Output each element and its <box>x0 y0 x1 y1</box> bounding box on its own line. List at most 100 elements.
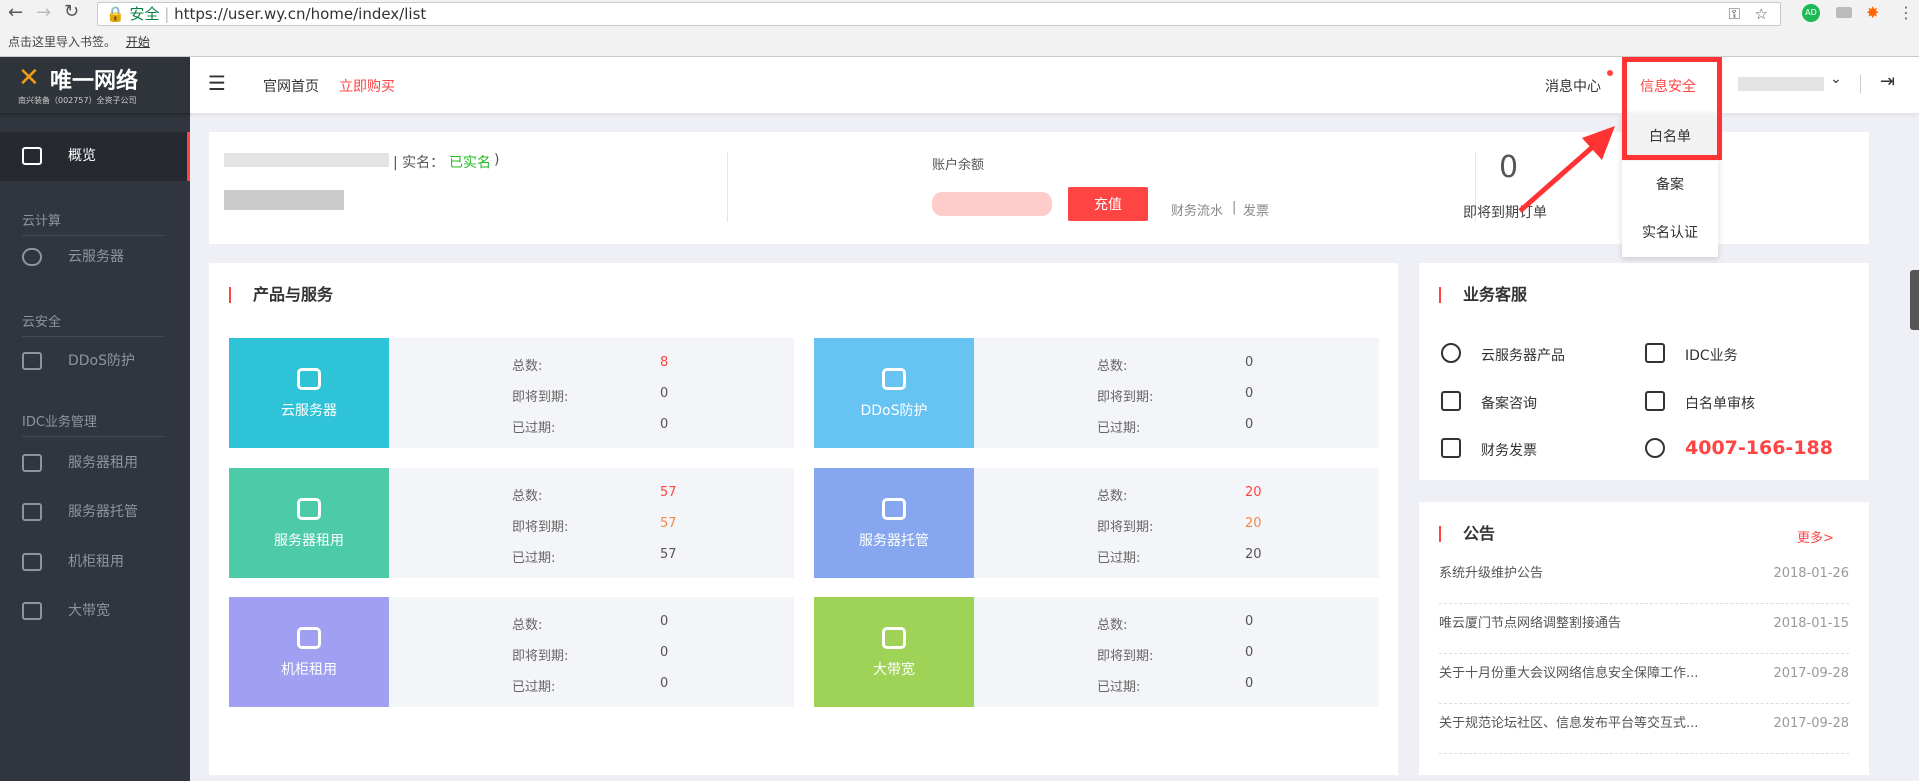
key-icon[interactable]: ⚿ <box>1728 5 1740 23</box>
stat-label: 已过期: <box>1097 551 1141 566</box>
side-widget-handle[interactable] <box>1910 270 1919 330</box>
stat-label: 已过期: <box>1097 421 1141 436</box>
recharge-button[interactable]: 充值 <box>1068 187 1148 221</box>
stat-value-total[interactable]: 0 <box>1245 355 1254 370</box>
home-link[interactable]: 官网首页 <box>263 79 319 95</box>
service-cloud-product[interactable]: 云服务器产品 <box>1441 343 1565 365</box>
address-bar[interactable]: 🔒 安全 | https://user.wy.cn/home/index/lis… <box>97 2 1781 26</box>
product-name: 服务器租用 <box>274 533 344 549</box>
adblock-icon[interactable]: AD <box>1802 4 1820 22</box>
sidebar: ✕ 唯一网络 南兴装备（002757）全资子公司 概览 云计算 云服务器 云安全… <box>0 57 190 781</box>
product-block[interactable]: DDoS防护 <box>814 338 974 448</box>
stat-value-expired[interactable]: 57 <box>660 547 677 562</box>
product-block[interactable]: 大带宽 <box>814 597 974 707</box>
stat-value-expired[interactable]: 0 <box>660 417 669 432</box>
stat-value-expiring[interactable]: 0 <box>1245 386 1254 401</box>
stat-label: 即将到期: <box>512 520 569 535</box>
logo[interactable]: ✕ 唯一网络 南兴装备（002757）全资子公司 <box>0 57 190 113</box>
stat-label: 已过期: <box>1097 680 1141 695</box>
stat-value-expired[interactable]: 20 <box>1245 547 1262 562</box>
notice-item[interactable]: 唯云厦门节点网络调整割接通告 2018-01-15 <box>1439 604 1849 654</box>
separator: | <box>1232 200 1237 215</box>
stat-value-expiring[interactable]: 0 <box>660 386 669 401</box>
service-invoice[interactable]: 财务发票 <box>1441 438 1537 460</box>
notice-item[interactable]: 关于十月份重大会议网络信息安全保障工作... 2017-09-28 <box>1439 654 1849 704</box>
sidebar-item-server-hosting[interactable]: 服务器托管 <box>0 490 190 535</box>
product-block[interactable]: 云服务器 <box>229 338 389 448</box>
expiring-orders-count[interactable]: 0 <box>1499 150 1519 185</box>
sidebar-item-cabinet[interactable]: 机柜租用 <box>0 540 190 585</box>
more-notices-link[interactable]: 更多> <box>1797 531 1834 546</box>
service-idc[interactable]: IDC业务 <box>1645 343 1738 365</box>
dropdown-item-whitelist[interactable]: 白名单 <box>1622 113 1718 161</box>
product-block[interactable]: 机柜租用 <box>229 597 389 707</box>
info-security-menu[interactable]: 信息安全 <box>1640 79 1696 95</box>
product-tile[interactable]: 服务器托管 总数: 20 即将到期: 20 已过期: 20 <box>814 468 1379 578</box>
monitor-icon <box>22 147 42 165</box>
product-tile[interactable]: 服务器租用 总数: 57 即将到期: 57 已过期: 57 <box>229 468 794 578</box>
forward-icon[interactable]: → <box>36 2 52 23</box>
service-whitelist-review[interactable]: 白名单审核 <box>1645 391 1755 413</box>
stat-value-expiring[interactable]: 20 <box>1245 516 1262 531</box>
stat-value-expired[interactable]: 0 <box>1245 676 1254 691</box>
divider <box>1860 75 1861 93</box>
sidebar-item-bandwidth[interactable]: 大带宽 <box>0 589 190 634</box>
sidebar-item-cloud-server[interactable]: 云服务器 <box>0 235 190 280</box>
bookmarks-bar: 点击这里导入书签。 开始 <box>0 27 1919 57</box>
notice-date: 2018-01-26 <box>1773 566 1849 581</box>
hamburger-icon[interactable]: ☰ <box>208 71 226 95</box>
divider <box>1475 152 1476 222</box>
annotation-arrow <box>1518 126 1615 213</box>
avast-icon[interactable]: ✸ <box>1866 3 1880 22</box>
service-icp-consult[interactable]: 备案咨询 <box>1441 391 1537 413</box>
notice-title[interactable]: 关于规范论坛社区、信息发布平台等交互式... <box>1439 716 1699 731</box>
sidebar-item-label: DDoS防护 <box>68 353 136 369</box>
dropdown-item-realname[interactable]: 实名认证 <box>1642 225 1698 241</box>
transfer-icon <box>1645 343 1665 363</box>
message-center-link[interactable]: 消息中心 <box>1545 79 1601 95</box>
reload-icon[interactable]: ↻ <box>64 1 80 22</box>
product-block[interactable]: 服务器托管 <box>814 468 974 578</box>
bookmark-start-link[interactable]: 开始 <box>125 35 150 49</box>
notice-title[interactable]: 唯云厦门节点网络调整割接通告 <box>1439 616 1622 631</box>
sidebar-item-label: 云服务器 <box>68 249 124 265</box>
notice-item[interactable]: 系统升级维护公告 2018-01-26 <box>1439 554 1849 604</box>
stat-label: 已过期: <box>512 551 556 566</box>
camera-icon[interactable] <box>1836 7 1852 18</box>
invoice-link[interactable]: 发票 <box>1243 204 1270 219</box>
logout-icon[interactable]: ⇥ <box>1880 71 1896 92</box>
stat-value-expired[interactable]: 0 <box>660 676 669 691</box>
shield-icon <box>22 352 42 370</box>
finance-flow-link[interactable]: 财务流水 <box>1171 204 1224 219</box>
stat-value-total[interactable]: 0 <box>1245 614 1254 629</box>
back-icon[interactable]: ← <box>8 2 24 23</box>
product-tile[interactable]: DDoS防护 总数: 0 即将到期: 0 已过期: 0 <box>814 338 1379 448</box>
product-tile[interactable]: 云服务器 总数: 8 即将到期: 0 已过期: 0 <box>229 338 794 448</box>
sidebar-item-overview[interactable]: 概览 <box>0 132 190 181</box>
stat-value-expiring[interactable]: 0 <box>660 645 669 660</box>
stat-value-expiring[interactable]: 57 <box>660 516 677 531</box>
dropdown-item-icp[interactable]: 备案 <box>1656 177 1684 193</box>
buy-now-link[interactable]: 立即购买 <box>339 79 395 95</box>
product-tile[interactable]: 机柜租用 总数: 0 即将到期: 0 已过期: 0 <box>229 597 794 707</box>
sidebar-item-server-rental[interactable]: 服务器租用 <box>0 441 190 486</box>
notice-item[interactable]: 关于规范论坛社区、信息发布平台等交互式... 2017-09-28 <box>1439 704 1849 754</box>
sidebar-item-label: 概览 <box>68 148 96 164</box>
product-tile[interactable]: 大带宽 总数: 0 即将到期: 0 已过期: 0 <box>814 597 1379 707</box>
stat-value-expiring[interactable]: 0 <box>1245 645 1254 660</box>
sidebar-item-ddos[interactable]: DDoS防护 <box>0 339 190 384</box>
notice-title[interactable]: 关于十月份重大会议网络信息安全保障工作... <box>1439 666 1699 681</box>
product-block[interactable]: 服务器租用 <box>229 468 389 578</box>
stat-value-total[interactable]: 20 <box>1245 485 1262 500</box>
stat-value-total[interactable]: 0 <box>660 614 669 629</box>
stat-value-expired[interactable]: 0 <box>1245 417 1254 432</box>
menu-dots-icon[interactable]: ⋮ <box>1898 3 1914 22</box>
notice-title[interactable]: 系统升级维护公告 <box>1439 566 1544 581</box>
stat-value-total[interactable]: 8 <box>660 355 669 370</box>
chevron-down-icon[interactable]: ⌄ <box>1830 71 1842 87</box>
username-blurred[interactable] <box>1738 77 1824 91</box>
stat-value-total[interactable]: 57 <box>660 485 677 500</box>
notices-panel: 公告 更多> 系统升级维护公告 2018-01-26 唯云厦门节点网络调整割接通告 2… <box>1419 502 1869 775</box>
star-icon[interactable]: ☆ <box>1754 5 1768 23</box>
product-name: 机柜租用 <box>281 662 337 678</box>
